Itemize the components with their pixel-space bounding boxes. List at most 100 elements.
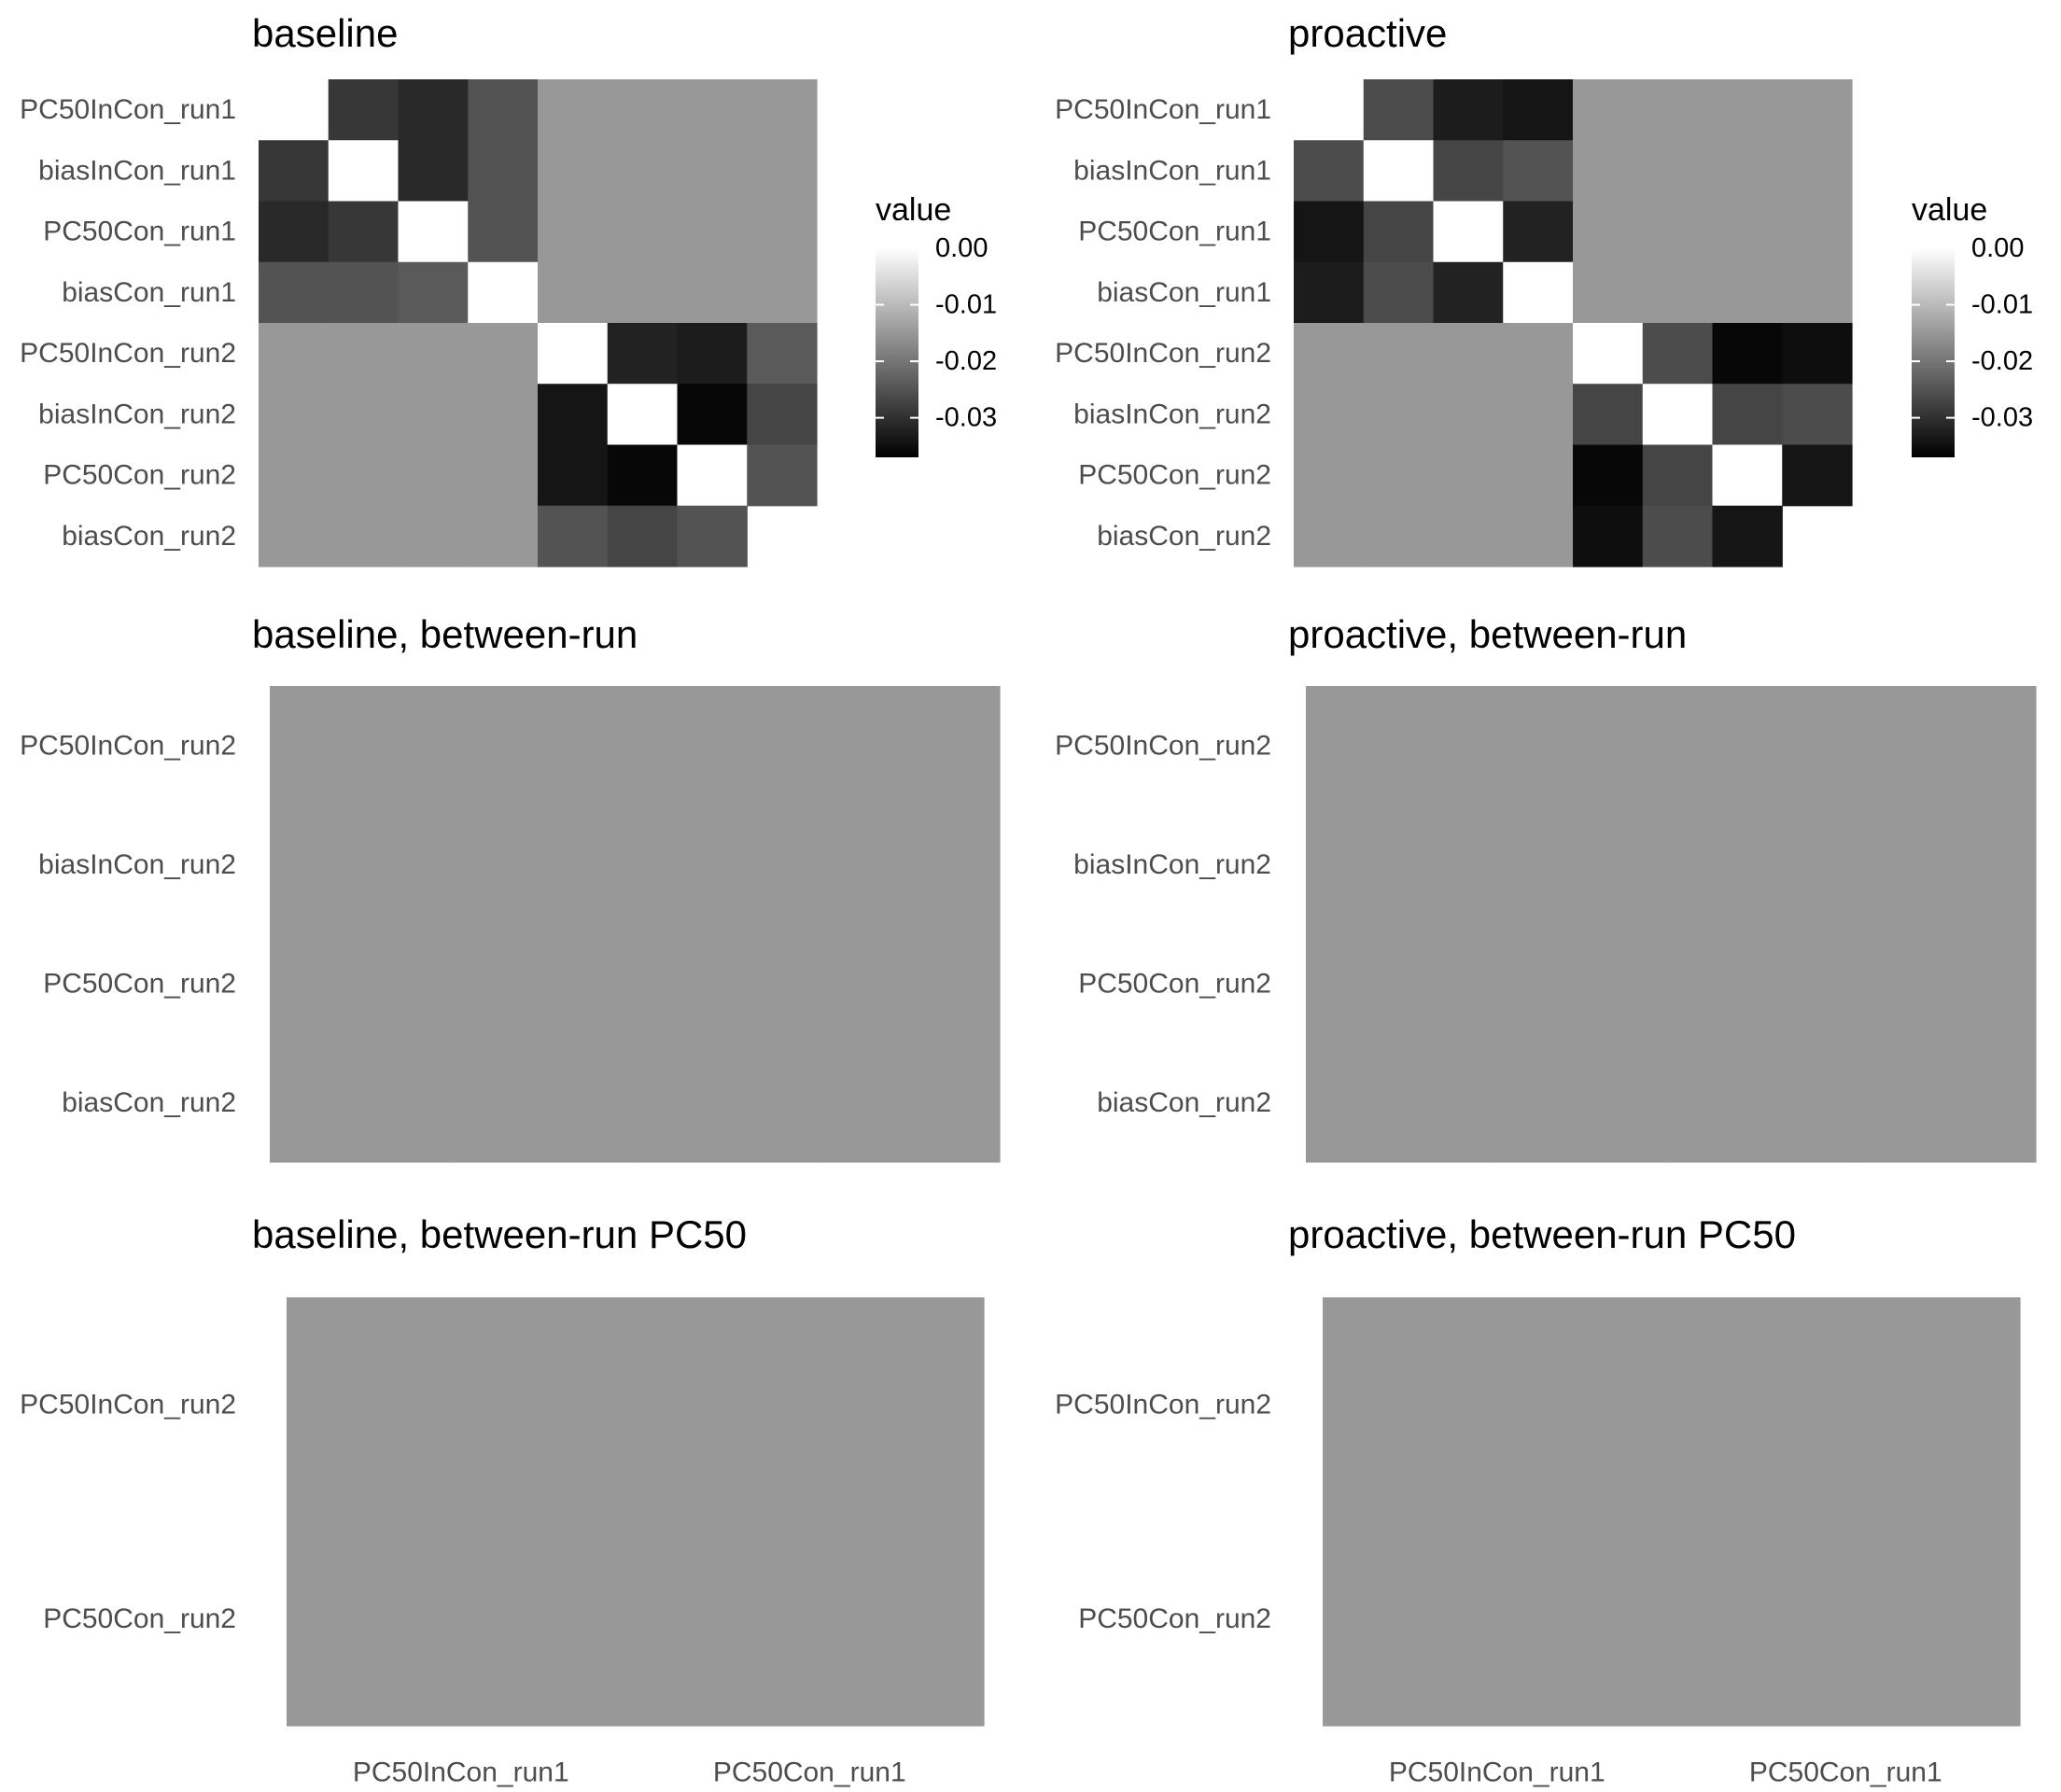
heatmap-cell-biascon-run2-pc50con-run1 [1433,505,1504,567]
heatmap-cell-biasincon-run2-pc50incon-run1 [1294,384,1365,446]
legend-tick-label: -0.03 [1971,403,2033,433]
y-tick-label: biasCon_run2 [1097,1087,1271,1118]
y-tick-label: PC50Con_run2 [1078,460,1271,491]
heatmap-cell-biasincon-run2-biasincon-run2 [1642,384,1714,446]
heatmap-cell-biascon-run1-pc50con-run1 [398,261,469,324]
heatmap-cell-pc50incon-run2-pc50con-run1 [1671,686,1855,806]
heatmap-cell-biasincon-run2-biasincon-run2 [607,384,679,446]
heatmap-panel-proactive-between-run: proactive, between-run PC50InCon_run2bias… [1055,612,2037,1163]
heatmap-cell-pc50con-run1-biasincon-run2 [1642,201,1714,263]
heatmap-cell-biascon-run2-biasincon-run1 [328,505,400,567]
legend-tick-label: 0.00 [1971,233,2024,263]
heatmap-cell-biasincon-run1-pc50con-run2 [677,140,748,203]
heatmap-cell-biascon-run1-biascon-run1 [468,261,539,324]
heatmap-cell-pc50incon-run2-pc50con-run1 [635,686,819,806]
heatmap-cell-pc50con-run1-pc50incon-run2 [538,201,609,263]
heatmap-cell-pc50incon-run2-biascon-run1 [468,323,539,385]
heatmap-cell-biasincon-run1-biascon-run1 [1503,140,1574,203]
heatmap-cell-biasincon-run1-biascon-run2 [747,140,818,203]
heatmap-cell-pc50con-run2-biascon-run1 [817,924,1001,1044]
heatmap-cell-pc50incon-run2-pc50incon-run1 [1306,686,1490,806]
heatmap-cell-pc50incon-run1-pc50con-run1 [1433,79,1504,141]
heatmap-cell-pc50incon-run2-biascon-run1 [1853,686,2037,806]
y-tick-label: PC50Con_run2 [43,968,236,999]
heatmap-cell-pc50con-run1-pc50con-run2 [677,201,748,263]
y-tick-label: PC50Con_run2 [1078,1603,1271,1634]
heatmap-cell-pc50incon-run2-pc50incon-run1 [270,686,454,806]
heatmap-cell-pc50incon-run2-biasincon-run1 [1363,323,1435,385]
heatmap-cell-biascon-run1-biasincon-run2 [607,261,679,324]
heatmap-cell-pc50con-run2-biasincon-run1 [328,444,400,507]
heatmap-cell-pc50con-run2-biasincon-run2 [1642,444,1714,507]
heatmap-cell-biasincon-run2-pc50con-run1 [1433,384,1504,446]
heatmap-cell-pc50con-run1-biasincon-run2 [607,201,679,263]
heatmap-cell-pc50con-run2-pc50con-run1 [1671,924,1855,1044]
heatmap-cell-pc50incon-run1-biasincon-run2 [1642,79,1714,141]
y-tick-label: biasCon_run1 [1097,277,1271,308]
heatmap-cell-biascon-run2-pc50con-run1 [1671,1043,1855,1163]
heatmap-cell-biascon-run2-pc50incon-run1 [1306,1043,1490,1163]
heatmap-cell-biasincon-run2-biascon-run2 [1782,384,1853,446]
heatmap-cell-biascon-run2-pc50con-run1 [635,1043,819,1163]
heatmap-cell-pc50con-run2-pc50incon-run2 [1573,444,1644,507]
heatmap-cell-biasincon-run1-biascon-run2 [1782,140,1853,203]
heatmap-cell-pc50con-run2-biascon-run2 [747,444,818,507]
heatmap-cell-pc50incon-run1-biascon-run2 [747,79,818,141]
heatmap-cell-pc50con-run1-pc50con-run1 [1433,201,1504,263]
y-tick-label: biasInCon_run2 [38,849,236,880]
heatmap-cell-biascon-run2-pc50con-run1 [398,505,469,567]
heatmap-cell-pc50con-run1-biascon-run2 [747,201,818,263]
heatmap-panel-baseline: baseline PC50InCon_run1 biasInCon_run1 PC50… [20,11,997,567]
heatmap-cell-biasincon-run1-biasincon-run1 [328,140,400,203]
heatmap-cell-pc50incon-run2-pc50con-run1 [398,323,469,385]
heatmap-cell-biasincon-run1-pc50con-run2 [1712,140,1783,203]
heatmap-cell-pc50con-run2-pc50incon-run1 [270,924,454,1044]
heatmap-cell-pc50incon-run1-biascon-run2 [1782,79,1853,141]
heatmap-cell-pc50incon-run1-pc50incon-run2 [538,79,609,141]
heatmap-cell-biascon-run2-biascon-run1 [1853,1043,2037,1163]
legend-tick-label: -0.01 [935,290,997,320]
heatmap-cell-biasincon-run1-biasincon-run2 [607,140,679,203]
heatmap-cell-biasincon-run2-biasincon-run1 [1363,384,1435,446]
heatmap-cell-pc50con-run1-biascon-run1 [468,201,539,263]
y-tick-label: biasInCon_run2 [1073,399,1271,429]
heatmap-cell-pc50con-run2-pc50incon-run1 [1294,444,1365,507]
y-tick-label: PC50InCon_run2 [20,1389,236,1420]
heatmap-cell-biascon-run1-pc50con-run2 [677,261,748,324]
heatmap-cell-pc50incon-run2-biascon-run2 [747,323,818,385]
heatmap-cell-pc50con-run1-biasincon-run1 [1363,201,1435,263]
heatmap-cell-biascon-run2-biascon-run1 [1503,505,1574,567]
heatmap-cell-biasincon-run1-biasincon-run2 [1642,140,1714,203]
y-tick-label: PC50InCon_run1 [20,94,236,125]
y-tick-label: PC50InCon_run2 [20,338,236,369]
heatmap-cell-pc50incon-run2-biasincon-run1 [452,686,636,806]
heatmap-cell-biascon-run2-pc50con-run2 [677,505,748,567]
heatmap-cell-biasincon-run2-pc50con-run2 [1712,384,1783,446]
heatmap-cell-pc50incon-run1-pc50con-run2 [1712,79,1783,141]
heatmap-cell-pc50incon-run2-biascon-run1 [817,686,1001,806]
heatmap-cell-pc50con-run2-biasincon-run1 [1488,924,1672,1044]
heatmap-cell-pc50incon-run2-pc50con-run1 [1671,1297,2021,1513]
panel-title: baseline, between-run [252,612,638,656]
heatmap-cell-biasincon-run2-biascon-run1 [468,384,539,446]
heatmap-cell-pc50con-run2-biascon-run1 [1853,924,2037,1044]
heatmap-cell-pc50con-run1-pc50con-run2 [1712,201,1783,263]
heatmap-cell-biasincon-run2-biascon-run1 [1503,384,1574,446]
x-tick-label: PC50InCon_run1 [353,1757,569,1788]
heatmap-panel-baseline-between-run: baseline, between-run PC50InCon_run2 biasI… [20,612,1001,1163]
legend-tick-label: 0.00 [935,233,988,263]
heatmap-cell-pc50incon-run1-biasincon-run1 [328,79,400,141]
heatmap-cell-biasincon-run2-biascon-run1 [1853,805,2037,925]
heatmap-cell-biasincon-run1-biascon-run1 [468,140,539,203]
heatmap-cell-pc50con-run1-pc50incon-run2 [1573,201,1644,263]
heatmap-cell-biasincon-run1-pc50incon-run1 [1294,140,1365,203]
heatmap-cell-biascon-run2-pc50incon-run1 [259,505,329,567]
y-tick-label: PC50Con_run2 [43,1603,236,1634]
panel-title: proactive, between-run PC50 [1288,1212,1796,1256]
heatmap-cell-pc50incon-run2-pc50incon-run2 [1573,323,1644,385]
legend-tick: -0.01 [1912,290,2033,320]
heatmap-cell-pc50incon-run1-pc50incon-run2 [1573,79,1644,141]
panel-title: proactive [1288,11,1447,55]
heatmap-cell-biascon-run1-pc50incon-run2 [538,261,609,324]
y-tick-label: PC50InCon_run2 [1055,338,1271,369]
